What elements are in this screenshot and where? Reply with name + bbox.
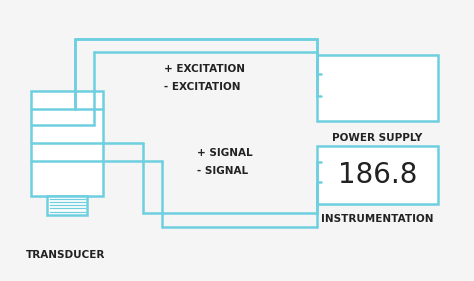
Text: + EXCITATION: + EXCITATION: [164, 64, 246, 74]
Text: - EXCITATION: - EXCITATION: [164, 82, 241, 92]
Bar: [31, 91, 103, 196]
Text: TRANSDUCER: TRANSDUCER: [27, 250, 106, 260]
Bar: [47, 196, 87, 215]
Text: INSTRUMENTATION: INSTRUMENTATION: [321, 214, 434, 224]
Text: POWER SUPPLY: POWER SUPPLY: [332, 133, 423, 143]
Bar: [317, 146, 438, 204]
Bar: [317, 55, 438, 121]
Text: - SIGNAL: - SIGNAL: [197, 166, 248, 176]
Text: + SIGNAL: + SIGNAL: [197, 148, 253, 158]
Text: 186.8: 186.8: [338, 161, 417, 189]
